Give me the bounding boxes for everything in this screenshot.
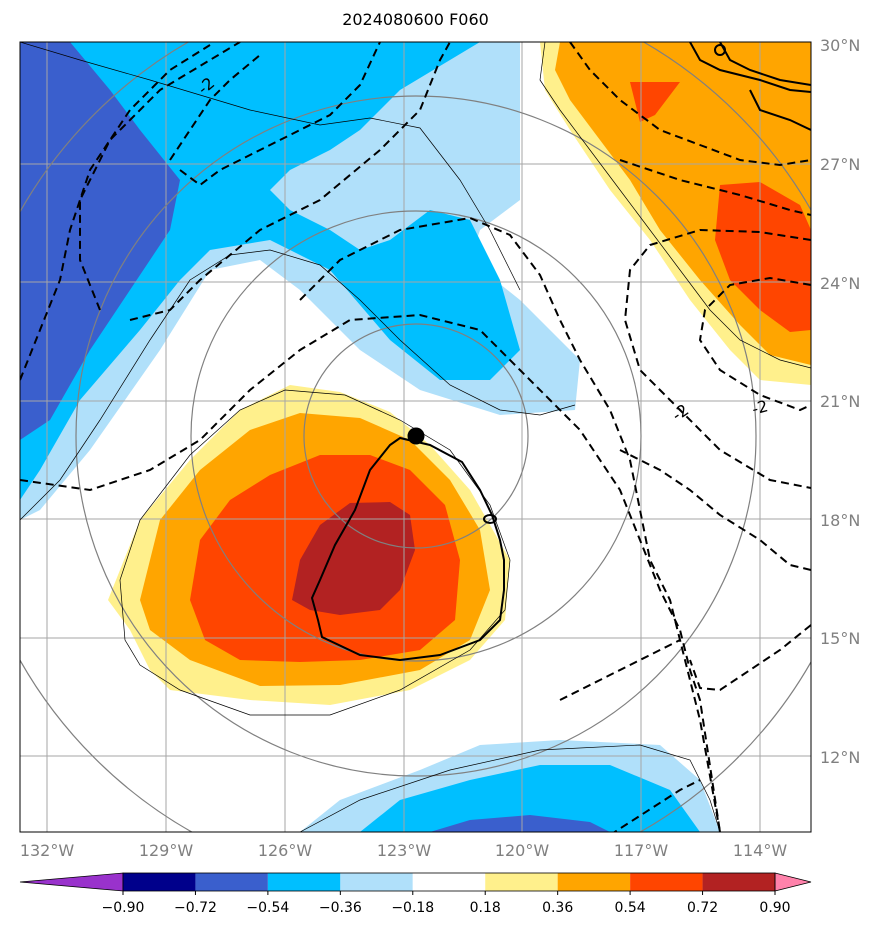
colorbar-min-arrow xyxy=(19,872,124,892)
lon-label: 120°W xyxy=(495,841,550,860)
colorbar-tick-label: 0.72 xyxy=(687,900,718,916)
pos-shade-max-storm xyxy=(292,502,415,615)
neg-shade-dark-s xyxy=(430,815,610,832)
lon-label: 117°W xyxy=(614,841,669,860)
colorbar-frame xyxy=(122,872,776,892)
colorbar-segment xyxy=(485,873,558,891)
contour-label: -2 xyxy=(750,396,770,418)
colorbar-segment xyxy=(340,873,413,891)
lat-label: 21°N xyxy=(820,392,860,411)
colorbar-segment xyxy=(412,873,486,891)
map-title: 2024080600 F060 xyxy=(342,10,489,29)
lon-label: 132°W xyxy=(20,841,75,860)
lat-label: 27°N xyxy=(820,155,860,174)
colorbar-tick-label: −0.72 xyxy=(174,900,217,916)
lon-label: 114°W xyxy=(733,841,788,860)
colorbar-max-arrow xyxy=(774,872,812,892)
colorbar-segment xyxy=(267,873,341,891)
thin-contours xyxy=(20,42,811,832)
lat-label: 15°N xyxy=(820,629,860,648)
latitude-labels: 30°N 27°N 24°N 21°N 18°N 15°N 12°N xyxy=(820,36,860,767)
colorbar-tick-label: 0.36 xyxy=(542,900,573,916)
colorbar: −0.90 −0.72 −0.54 −0.36 −0.18 0.18 0.36 0.54 0.7… xyxy=(19,872,812,916)
lat-label: 12°N xyxy=(820,748,860,767)
colorbar-segment xyxy=(702,873,775,891)
longitude-labels: 132°W 129°W 126°W 123°W 120°W 117°W 114°… xyxy=(20,841,788,860)
colorbar-tick-label: 0.90 xyxy=(759,900,790,916)
colorbar-segment xyxy=(557,873,631,891)
colorbar-tick-label: −0.54 xyxy=(246,900,289,916)
colorbar-segment xyxy=(630,873,703,891)
neg-shade-mid-s xyxy=(360,765,700,832)
lon-label: 129°W xyxy=(139,841,194,860)
lat-label: 18°N xyxy=(820,511,860,530)
colorbar-tick-label: 0.18 xyxy=(470,900,501,916)
contour-label: -2 xyxy=(668,400,692,425)
map-frame xyxy=(19,41,812,833)
colorbar-tick-label: 0.54 xyxy=(615,900,646,916)
storm-center-marker xyxy=(407,427,425,445)
lat-label: 30°N xyxy=(820,36,860,55)
colorbar-tick-label: −0.36 xyxy=(319,900,362,916)
lat-label: 24°N xyxy=(820,274,860,293)
solid-contours xyxy=(310,42,811,662)
map-area: -2 -2 -2 xyxy=(20,42,811,832)
dashed-contours xyxy=(20,42,811,832)
lon-label: 126°W xyxy=(258,841,313,860)
lon-label: 123°W xyxy=(377,841,432,860)
neg-shade-dark-nw xyxy=(20,42,180,440)
range-rings xyxy=(20,42,811,832)
colorbar-tick-label: −0.18 xyxy=(391,900,434,916)
colorbar-segment xyxy=(123,873,196,891)
colorbar-tick-label: −0.90 xyxy=(102,900,145,916)
colorbar-segment xyxy=(195,873,268,891)
pos-shade-strong-ne xyxy=(630,82,811,332)
